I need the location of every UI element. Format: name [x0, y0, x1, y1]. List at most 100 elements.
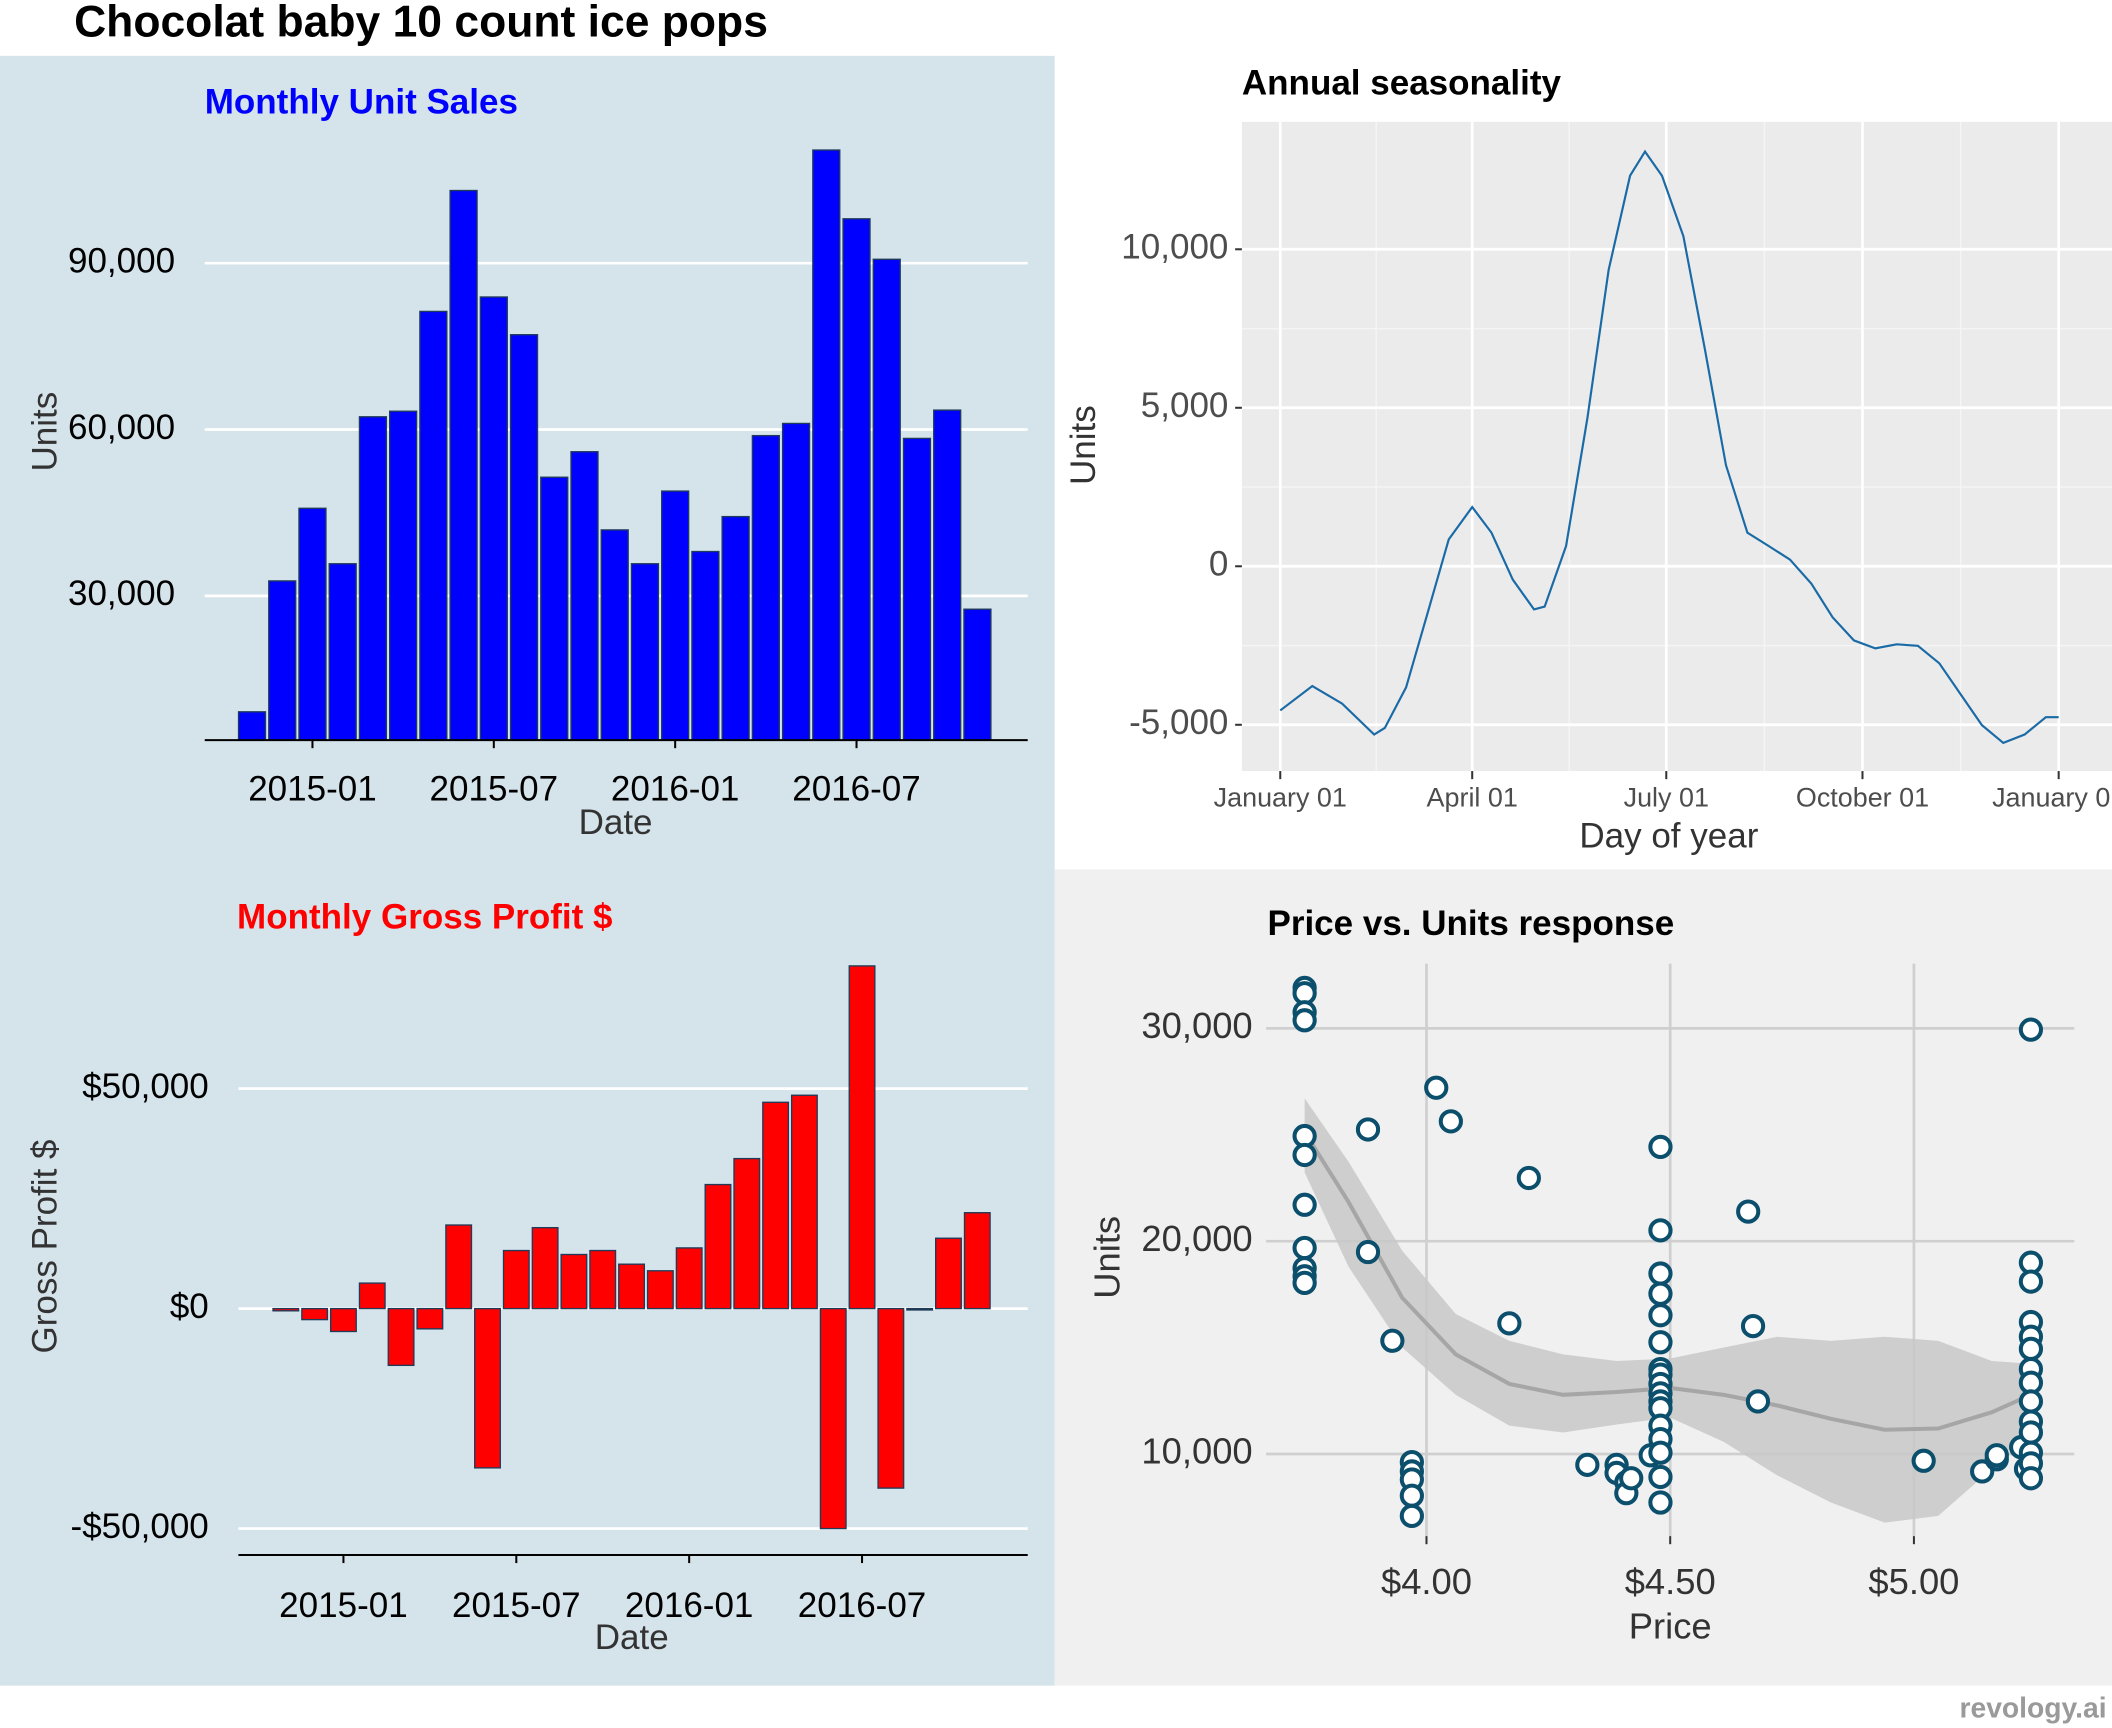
- scatter-point: [1292, 1142, 1317, 1168]
- y-tick-label: $0: [170, 1287, 209, 1326]
- y-tick-label: 10,000: [1121, 228, 1228, 267]
- bar: [479, 296, 508, 741]
- bar: [445, 1224, 473, 1310]
- bar: [872, 258, 901, 741]
- bar: [358, 416, 388, 741]
- scatter-point: [1648, 1490, 1673, 1515]
- bar: [691, 550, 720, 741]
- x-tick-label: October 01: [1796, 782, 1929, 812]
- watermark: revology.ai: [1959, 1691, 2106, 1723]
- scatter-panel: [1054, 869, 2112, 1686]
- bar: [570, 451, 599, 741]
- bar: [474, 1307, 501, 1469]
- scatter-point: [1292, 1270, 1317, 1296]
- y-tick-label: -5,000: [1129, 703, 1228, 742]
- bar: [268, 580, 297, 741]
- bar: [646, 1270, 674, 1310]
- scatter-point: [2018, 1389, 2044, 1414]
- scatter-point: [1648, 1261, 1673, 1286]
- y-tick-label: 30,000: [1141, 1005, 1252, 1046]
- bar: [416, 1307, 444, 1330]
- scatter-point: [2018, 1269, 2044, 1294]
- plot-panel: [1241, 121, 2112, 772]
- x-tick-label: 2015-01: [279, 1586, 408, 1625]
- bar: [358, 1282, 386, 1310]
- x-tick-label: $4.00: [1381, 1561, 1472, 1602]
- scatter-point: [1438, 1109, 1463, 1134]
- y-axis-title: Units: [25, 392, 64, 472]
- scatter-point: [1648, 1218, 1673, 1243]
- bar: [589, 1249, 617, 1310]
- bar: [781, 422, 811, 741]
- x-axis-title: Price: [1629, 1606, 1712, 1647]
- scatter-point: [1984, 1443, 2009, 1468]
- bar: [630, 563, 660, 741]
- scatter-point: [2018, 1466, 2044, 1491]
- chart-title: Price vs. Units response: [1267, 904, 1674, 943]
- bar: [733, 1157, 761, 1310]
- x-tick-label: 2015-07: [452, 1586, 581, 1625]
- scatter-point: [1648, 1330, 1673, 1355]
- bar: [329, 1307, 357, 1333]
- y-tick-label: -$50,000: [71, 1507, 209, 1546]
- bar: [509, 334, 539, 741]
- bar: [675, 1247, 703, 1310]
- bar: [812, 149, 841, 741]
- bar: [328, 563, 357, 741]
- scatter-point: [1516, 1165, 1541, 1191]
- bar: [751, 434, 780, 741]
- bar: [618, 1263, 646, 1310]
- bar: [963, 608, 992, 741]
- scatter-point: [1399, 1483, 1424, 1508]
- x-axis-title: Date: [595, 1618, 669, 1657]
- confidence-band: [1304, 1098, 2031, 1523]
- x-tick-label: $4.50: [1625, 1561, 1716, 1602]
- x-tick-label: 2016-01: [611, 770, 740, 809]
- bar: [388, 410, 418, 741]
- scatter-point: [1355, 1117, 1381, 1142]
- scatter-point: [1648, 1134, 1673, 1160]
- bar: [762, 1101, 790, 1310]
- y-tick-label: 5,000: [1141, 386, 1229, 425]
- x-tick-label: 2016-01: [625, 1586, 754, 1625]
- scatter-point: [1648, 1303, 1673, 1328]
- bar: [301, 1307, 329, 1321]
- y-tick-label: 60,000: [68, 408, 175, 447]
- bar: [540, 476, 569, 741]
- y-tick-label: $50,000: [82, 1067, 209, 1106]
- bar: [721, 515, 750, 741]
- scatter-point: [1292, 1192, 1317, 1217]
- bar: [419, 310, 448, 741]
- bar: [237, 711, 267, 741]
- bar: [906, 1307, 934, 1311]
- y-axis-title: Units: [1086, 1216, 1127, 1299]
- y-axis-title: Units: [1064, 405, 1103, 485]
- bar: [272, 1307, 300, 1312]
- bar: [449, 189, 478, 741]
- seasonality-line: [1279, 149, 2059, 745]
- bar: [933, 409, 962, 741]
- x-tick-label: January 01: [1992, 782, 2112, 812]
- x-tick-label: $5.00: [1868, 1561, 1959, 1602]
- bar: [790, 1094, 818, 1310]
- y-axis-title: Gross Profit $: [25, 1140, 64, 1354]
- y-tick-label: 90,000: [68, 241, 175, 280]
- x-tick-label: April 01: [1427, 782, 1518, 812]
- chart-title: Monthly Gross Profit $: [237, 897, 612, 936]
- scatter-point: [1911, 1448, 1936, 1473]
- y-tick-label: 0: [1209, 545, 1228, 584]
- scatter-point: [1648, 1440, 1673, 1465]
- scatter-point: [1292, 1008, 1317, 1033]
- chart-title: Annual seasonality: [1242, 64, 1562, 103]
- scatter-point: [1380, 1328, 1405, 1353]
- scatter-point: [1740, 1313, 1766, 1339]
- scatter-point: [1648, 1464, 1673, 1490]
- x-tick-label: 2015-07: [430, 770, 559, 809]
- scatter-point: [1575, 1452, 1600, 1477]
- bar: [387, 1307, 415, 1367]
- scatter-point: [1355, 1239, 1381, 1265]
- scatter-point: [1648, 1281, 1673, 1306]
- x-tick-label: 2016-07: [792, 770, 921, 809]
- scatter-point: [1424, 1075, 1449, 1100]
